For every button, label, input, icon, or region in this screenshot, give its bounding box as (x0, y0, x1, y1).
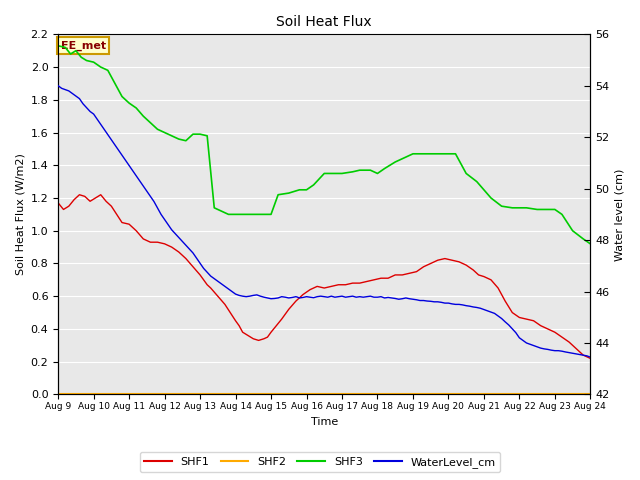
Text: EE_met: EE_met (61, 41, 106, 51)
Y-axis label: Water level (cm): Water level (cm) (615, 168, 625, 261)
X-axis label: Time: Time (310, 417, 338, 427)
Legend: SHF1, SHF2, SHF3, WaterLevel_cm: SHF1, SHF2, SHF3, WaterLevel_cm (140, 452, 500, 472)
Y-axis label: Soil Heat Flux (W/m2): Soil Heat Flux (W/m2) (15, 154, 25, 276)
Title: Soil Heat Flux: Soil Heat Flux (276, 15, 372, 29)
